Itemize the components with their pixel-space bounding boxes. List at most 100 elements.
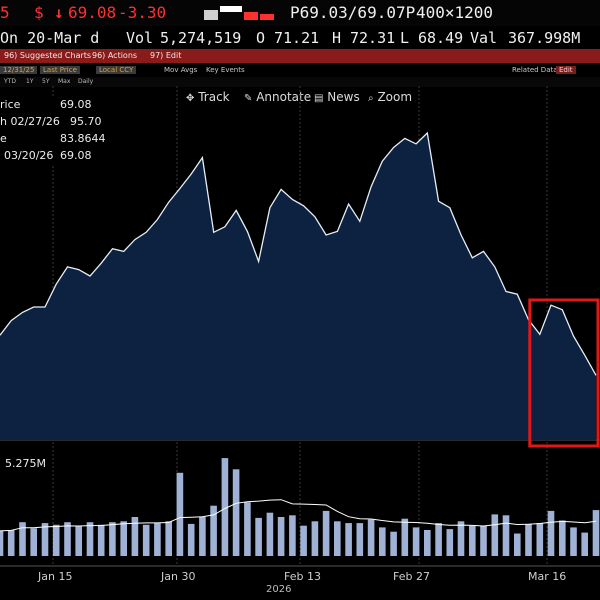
volume-bar [86,522,94,556]
volume-bar [255,517,262,556]
volume-bar [97,524,105,556]
x-tick-label: Feb 27 [393,570,430,583]
range-1y[interactable]: 1Y [26,78,34,85]
range-max[interactable]: Max [58,78,71,85]
volume-bar [232,469,240,556]
low-value: 68.49 [418,29,464,47]
volume-bar [514,533,521,556]
volume-bar [277,517,285,556]
price-line [0,131,597,376]
x-tick-label: Mar 16 [528,570,567,583]
tick-indicator-icon [204,6,274,20]
range-5y[interactable]: 5Y [42,78,50,85]
volume-average-line [0,499,597,532]
ticker-down-arrow-icon: ↓ [54,3,64,22]
volume-bar [390,531,397,556]
volume-bar [165,521,172,556]
volume-bar [536,523,544,556]
legend-row: h 02/27/26 95.70 [0,115,102,128]
volume-bar [525,523,532,556]
date-range-field[interactable]: 12/31/25 [0,66,38,74]
last-price-selector[interactable]: Last Price [40,66,80,74]
bid-ask-quote: P69.03/69.07P [290,3,416,22]
annotate-button[interactable]: ✎ Annotate [244,90,312,104]
open-label: O [256,29,266,47]
x-axis-year: 2026 [266,584,292,595]
volume-bar [345,523,352,556]
volume-bar [131,517,139,556]
menu-suggested-charts[interactable]: 96) Suggested Charts [4,51,92,60]
volume-bars-layer [0,458,600,556]
last-price: 69.08 [68,3,117,22]
menu-edit[interactable]: 97) Edit [150,51,182,60]
volume-bar [334,521,341,556]
legend-row: 03/20/26 69.08 [4,149,92,162]
volume-bar [52,524,60,556]
volume-bar [547,510,555,556]
volume-bar [379,527,386,556]
volume-bar [75,526,82,556]
stats-date: On 20-Mar d [0,29,100,47]
zoom-button[interactable]: ⌕ Zoom [368,90,413,104]
volume-bar [457,521,465,556]
track-button[interactable]: ✥ Track [186,90,230,104]
bid-ask-size: 400×1200 [416,3,494,22]
volume-bar [469,525,476,556]
high-label: H [332,29,342,47]
volume-bar [210,505,217,556]
volume-bar [502,515,510,556]
volume-bar [424,530,431,556]
currency-selector[interactable]: Local CCY [96,66,137,74]
volume-bar [142,524,150,556]
news-button[interactable]: ▤ News [314,90,360,104]
related-data-menu[interactable]: Related Data [512,66,558,74]
ticker-header: 5 $ ↓ 69.08 -3.30 P69.03/69.07P 400×1200 [0,0,600,26]
price-legend: rice 69.08 h 02/27/26 95.70 e 83.8644 03… [0,96,112,166]
menu-bar: 96) Suggested Charts 96) Actions 97) Edi… [0,49,600,63]
volume-bar [244,502,251,556]
volume-bar [592,510,600,556]
volume-bar [109,522,116,556]
price-area-layer [0,131,597,440]
range-ytd[interactable]: YTD [4,78,16,85]
volume-bar [412,527,420,556]
volume-bar [266,512,274,556]
volume-bar [435,523,442,556]
volume-bar [19,522,26,556]
x-tick-label: Feb 13 [284,570,321,583]
volume-bar [480,525,487,556]
edit-data-button[interactable]: Edit [556,66,576,74]
key-events-toggle[interactable]: Key Events [206,66,245,74]
menu-actions[interactable]: 96) Actions [92,51,138,60]
highlight-layer [528,298,600,448]
volume-bar [322,510,330,556]
volume-bar [356,523,364,556]
frequency-selector[interactable]: Daily [78,78,94,85]
volume-bar [30,528,37,556]
high-value: 72.31 [350,29,396,47]
volume-bar [187,523,195,556]
legend-row: rice 69.08 [0,98,92,111]
x-tick-label: Jan 15 [38,570,73,583]
volume-bar [289,515,296,556]
volume-label: Vol [126,29,154,47]
volume-bar [559,520,566,556]
volume-legend-label: 5.275M [5,457,46,470]
mov-avgs-toggle[interactable]: Mov Avgs [164,66,198,74]
low-label: L [400,29,410,47]
volume-bar [300,525,307,556]
value-amount: 367.998M [508,29,581,47]
pencil-icon: ✎ [244,93,253,104]
volume-bar [64,522,71,556]
quote-stats-row: On 20-Mar d Vol 5,274,519 O 71.21 H 72.3… [0,26,600,48]
volume-bar [7,530,15,556]
volume-bar [570,527,577,556]
volume-bar [154,523,161,556]
volume-bar [0,530,4,556]
volume-bar [491,514,499,556]
value-label: Val [470,29,498,47]
open-value: 71.21 [274,29,320,47]
volume-bar [176,472,184,556]
volume-bar [120,521,127,556]
